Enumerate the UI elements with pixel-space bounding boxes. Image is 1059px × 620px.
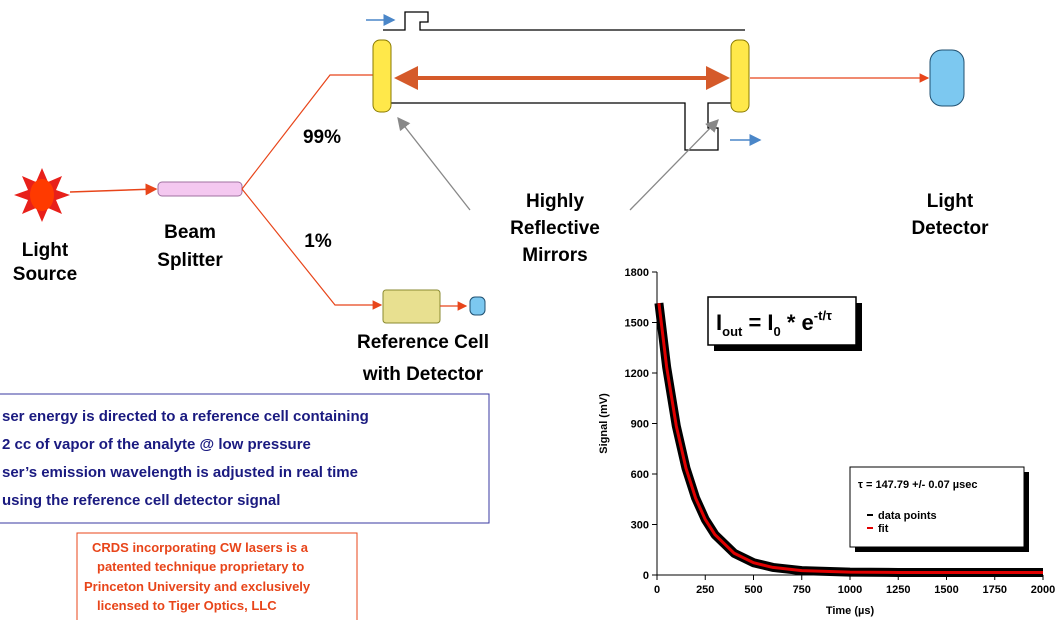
x-tick-label: 1250 xyxy=(886,584,910,596)
label: Splitter xyxy=(157,250,223,271)
equation-part: = I xyxy=(742,310,773,335)
note-line: using the reference cell detector signal xyxy=(2,492,280,509)
license-box xyxy=(76,532,358,620)
label: 1% xyxy=(304,231,332,252)
equation-part: out xyxy=(722,324,743,339)
x-tick-label: 1750 xyxy=(983,584,1007,596)
x-tick-label: 1000 xyxy=(838,584,862,596)
license-line: patented technique proprietary to xyxy=(97,559,304,574)
license-line: Princeton University and exclusively xyxy=(84,579,311,594)
x-tick-label: 2000 xyxy=(1031,584,1055,596)
license-line: CRDS incorporating CW lasers is a xyxy=(92,540,309,555)
beam xyxy=(241,70,385,190)
label: Beam xyxy=(164,222,216,243)
reference-cell-icon xyxy=(382,289,441,324)
x-tick-label: 500 xyxy=(744,584,762,596)
note-line: 2 cc of vapor of the analyte @ low press… xyxy=(2,436,311,453)
license-line: licensed to Tiger Optics, LLC xyxy=(97,598,277,613)
label: with Detector xyxy=(362,364,484,385)
equation: Iout = I0 * e-t/τ xyxy=(716,308,832,339)
x-tick-label: 750 xyxy=(793,584,811,596)
label: Mirrors xyxy=(522,245,587,266)
label: Source xyxy=(13,264,77,285)
label: 99% xyxy=(303,127,341,148)
x-tick-label: 0 xyxy=(654,584,660,596)
y-tick-label: 600 xyxy=(631,469,649,481)
equation-part: 0 xyxy=(774,324,781,339)
pointer xyxy=(397,116,471,211)
mirror xyxy=(372,39,392,113)
note-line: ser’s emission wavelength is adjusted in… xyxy=(2,464,358,481)
y-tick-label: 0 xyxy=(643,570,649,582)
equation-part: -t/τ xyxy=(814,308,832,323)
label: Light xyxy=(22,240,69,261)
note-box xyxy=(0,393,490,524)
pointer xyxy=(629,119,719,211)
y-tick-label: 1200 xyxy=(625,368,649,380)
x-tick-label: 1500 xyxy=(934,584,958,596)
label: Light xyxy=(927,191,974,212)
beam-splitter-icon xyxy=(157,181,243,197)
legend-label: fit xyxy=(878,523,889,535)
y-tick-label: 1800 xyxy=(625,267,649,279)
beam xyxy=(241,188,383,310)
detector-icon xyxy=(929,49,965,107)
chart: 0 300 600 900 1200 1500 1800 0 250 500 750 1000 1250… xyxy=(598,267,1055,617)
equation-part: I xyxy=(716,310,722,335)
y-tick-label: 1500 xyxy=(625,318,649,330)
cavity-tube xyxy=(383,11,745,151)
diagram: Light Source Beam Splitter 99% 1% Highly… xyxy=(0,11,989,620)
y-tick-label: 300 xyxy=(631,520,649,532)
label: Reflective xyxy=(510,218,600,239)
mirror xyxy=(730,39,750,113)
y-axis-label: Signal (mV) xyxy=(598,393,610,454)
x-tick-label: 250 xyxy=(696,584,714,596)
beam xyxy=(69,183,158,196)
annotation: τ = 147.79 +/- 0.07 µsec xyxy=(858,479,978,491)
label: Highly xyxy=(526,191,584,212)
light-source-core xyxy=(30,179,54,211)
reference-detector-icon xyxy=(469,296,486,316)
legend-box xyxy=(849,466,1025,548)
series-line xyxy=(657,302,1043,574)
label: Detector xyxy=(911,218,989,239)
y-tick-label: 900 xyxy=(631,419,649,431)
note-line: ser energy is directed to a reference ce… xyxy=(2,408,369,425)
legend-label: data points xyxy=(878,510,937,522)
x-axis-label: Time (µs) xyxy=(826,605,875,617)
equation-part: * e xyxy=(781,310,814,335)
label: Reference Cell xyxy=(357,332,489,353)
equation-box xyxy=(707,296,857,346)
